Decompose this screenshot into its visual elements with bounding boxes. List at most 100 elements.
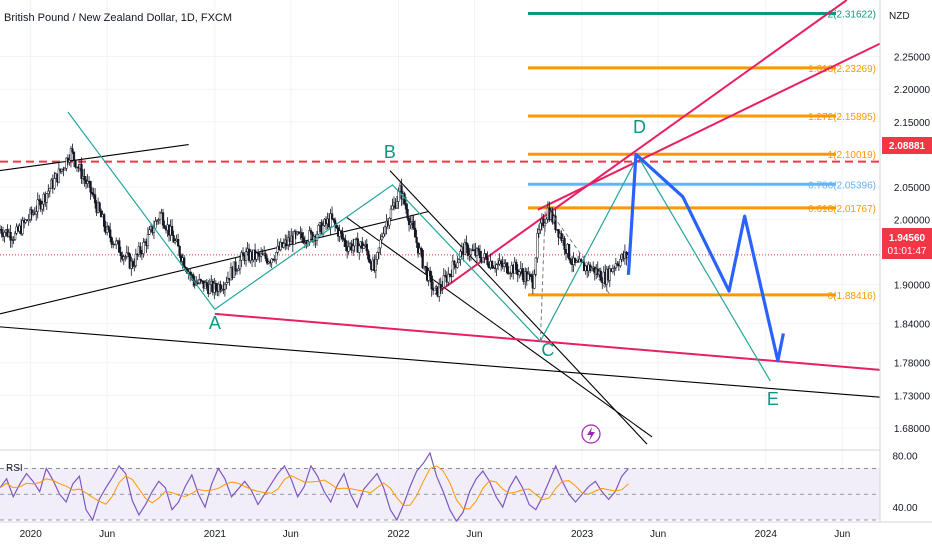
fib-level-label: 1.618(2.23269) (808, 64, 876, 75)
candle-body (542, 218, 545, 227)
last-price-tag (882, 228, 932, 259)
candle-body (433, 287, 436, 291)
candle-body (92, 193, 95, 196)
fib-level-label: 2(2.31622) (828, 10, 876, 21)
candle-body (413, 227, 417, 238)
candle-body (196, 282, 199, 284)
candle-body (208, 284, 211, 295)
red-line-price-tag (882, 137, 932, 154)
candle-body (80, 164, 83, 179)
candle-body (518, 271, 521, 276)
candle-body (506, 262, 509, 274)
rsi-pane[interactable]: 80.00 40.00 (0, 451, 918, 523)
rsi-tick-label: 40.00 (892, 503, 917, 514)
candle-body (35, 211, 38, 215)
candle-body (388, 218, 391, 226)
candle-body (189, 271, 192, 275)
candle-body (272, 258, 275, 261)
candle-body (134, 253, 137, 266)
candle-body (563, 238, 566, 250)
candle-body (0, 229, 3, 234)
price-axis[interactable]: 2.25000 2.20000 2.15000 2.05000 2.00000 1.900… (0, 0, 932, 523)
candle-body (38, 199, 41, 202)
candle-body (353, 239, 356, 247)
candle-body (545, 218, 548, 224)
candle-body (238, 259, 242, 270)
candle-body (539, 222, 542, 230)
candle-body (374, 258, 377, 271)
candle-body (379, 239, 382, 249)
candle-body (407, 217, 411, 225)
candle-body (383, 226, 387, 235)
trend-line (0, 326, 881, 398)
lightning-icon[interactable] (581, 424, 601, 444)
candle-body (63, 167, 67, 171)
candle-body (421, 249, 424, 269)
candle-body (409, 222, 412, 225)
candle-body (309, 230, 313, 233)
candle-body (103, 214, 106, 227)
wave-label-d: D (633, 117, 646, 137)
candle-body (468, 254, 471, 256)
candle-body (534, 257, 537, 275)
fib-level-label: 1(2.10019) (828, 150, 876, 161)
candle-body (599, 270, 602, 281)
candle-body (115, 240, 118, 246)
candle-body (89, 181, 92, 193)
candle-body (554, 215, 557, 230)
candle-body (270, 258, 273, 264)
time-tick-label: Jun (650, 529, 666, 540)
candle-body (317, 225, 320, 235)
candle-body (406, 208, 409, 219)
candle-body (148, 229, 151, 235)
time-tick-label: Jun (99, 529, 115, 540)
price-tick-label: 2.25000 (894, 53, 931, 64)
candle-body (439, 284, 442, 289)
candle-body (172, 235, 175, 243)
trend-line (434, 0, 848, 296)
projection-path (626, 152, 785, 363)
candle-body (347, 246, 350, 252)
candle-body (133, 265, 136, 267)
time-tick-label: 2022 (387, 529, 410, 540)
candle-body (453, 260, 456, 266)
trend-line (389, 170, 648, 445)
candle-body (72, 151, 76, 161)
price-tick-label: 1.84000 (894, 320, 931, 331)
candle-body (463, 242, 467, 255)
trend-line (537, 42, 881, 211)
candle-body (400, 185, 403, 200)
candle-body (36, 199, 39, 212)
candle-body (27, 219, 30, 222)
candle-body (362, 245, 365, 249)
candle-body (47, 190, 50, 194)
candle-body (329, 213, 332, 228)
price-tick-label: 2.20000 (894, 85, 931, 96)
candle-body (352, 245, 355, 251)
candle-body (418, 247, 421, 254)
candle-body (447, 273, 450, 283)
candle-body (122, 256, 125, 260)
fib-level-label: 0.618(2.01767) (808, 204, 876, 215)
candle-body (358, 245, 361, 253)
time-axis[interactable]: 2020 Jun 2021 Jun 2022 Jun 2023 Jun 2024 Jun (20, 529, 851, 540)
candle-body (478, 251, 482, 258)
trend-line (346, 217, 653, 438)
candle-body (170, 226, 174, 236)
candle-body (222, 288, 225, 291)
price-tick-label: 1.78000 (894, 359, 931, 370)
candle-body (65, 157, 68, 169)
candle-body (536, 233, 539, 259)
candle-body (173, 240, 177, 243)
candle-body (367, 250, 370, 260)
candle-body (41, 203, 44, 210)
candle-body (573, 257, 577, 263)
candle-body (237, 268, 240, 271)
currency-label: NZD (889, 11, 910, 22)
wave-label-a: A (209, 313, 221, 333)
candle-body (429, 270, 432, 276)
candle-body (205, 282, 208, 287)
trend-line (0, 144, 189, 172)
main-pane[interactable]: 2(2.31622) 1.618(2.23269) 1.272(2.15895) 1(… (0, 0, 881, 445)
